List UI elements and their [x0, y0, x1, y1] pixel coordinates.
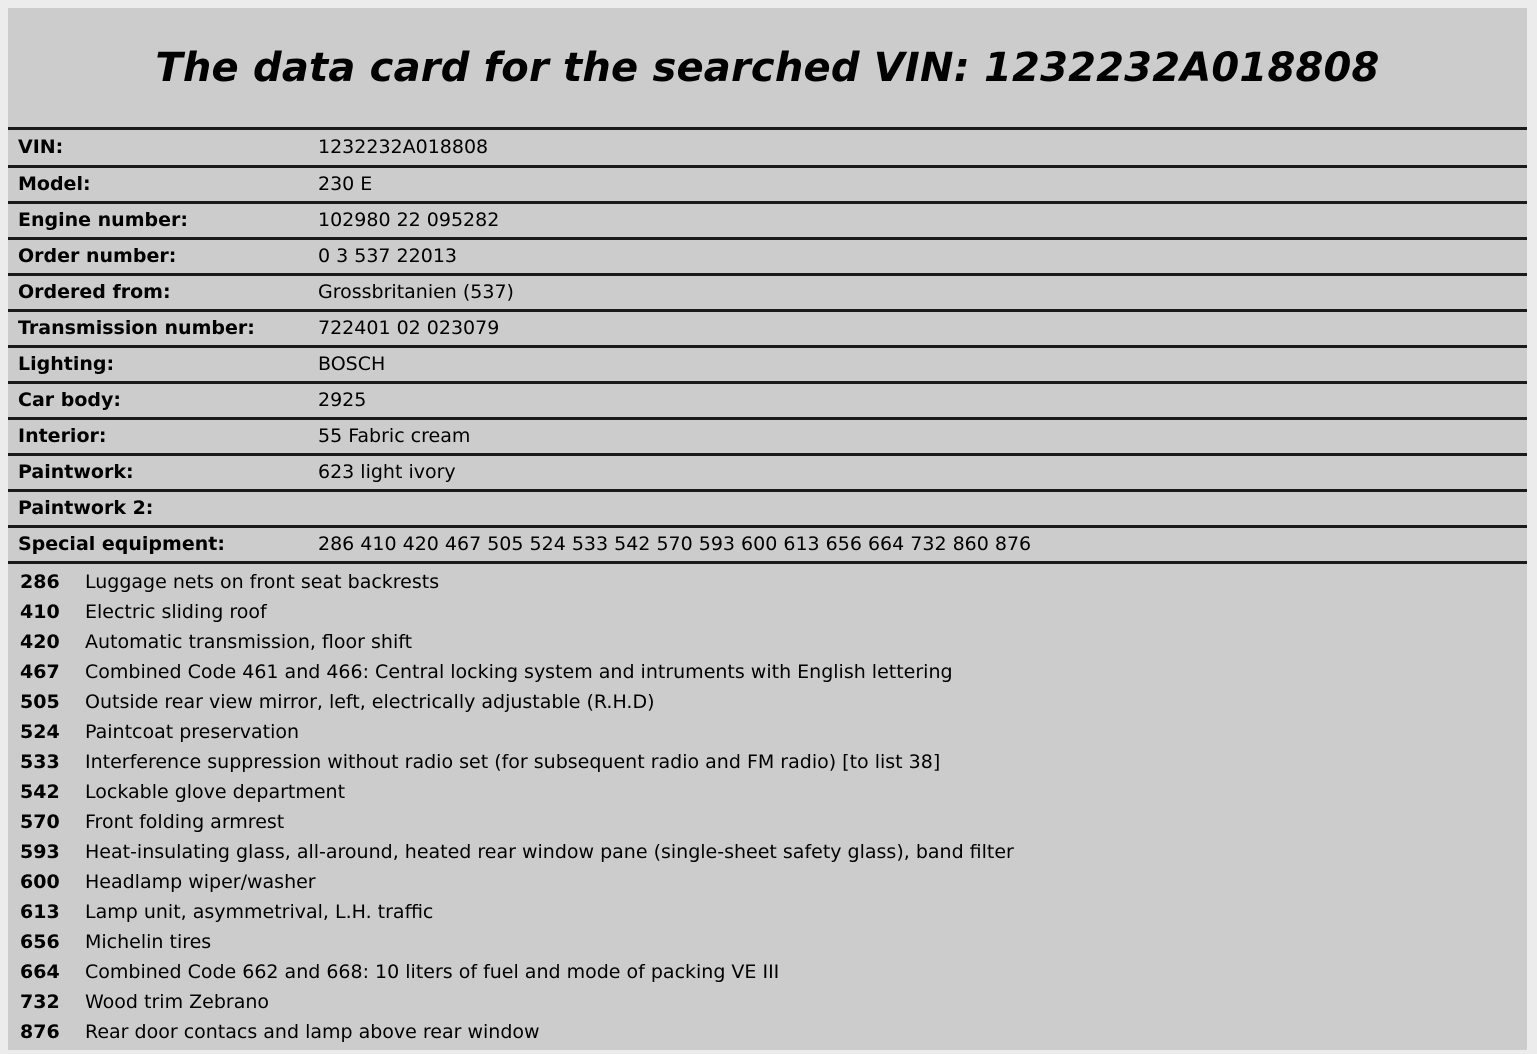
equipment-description: Outside rear view mirror, left, electric…	[85, 691, 655, 713]
vehicle-spec-table: VIN: 1232232A018808 Model: 230 E Engine …	[8, 130, 1527, 564]
table-row: Paintwork: 623 light ivory	[8, 454, 1527, 492]
table-row: Model: 230 E	[8, 166, 1527, 204]
equipment-description: Wood trim Zebrano	[85, 991, 269, 1013]
equipment-code: 732	[20, 991, 60, 1013]
equipment-description: Lamp unit, asymmetrival, L.H. traffic	[85, 901, 434, 923]
table-row: Car body: 2925	[8, 382, 1527, 420]
spec-value-car-body: 2925	[313, 382, 1527, 420]
spec-value-special-equipment: 286 410 420 467 505 524 533 542 570 593 …	[313, 526, 1527, 564]
spec-label-engine-number: Engine number:	[8, 202, 313, 240]
equipment-description: Michelin tires	[85, 931, 212, 953]
special-equipment-section: 286 Luggage nets on front seat backrests…	[8, 564, 1527, 1050]
equipment-description: Automatic transmission, floor shift	[85, 631, 413, 653]
equipment-code: 593	[20, 841, 60, 863]
equipment-code: 420	[20, 631, 60, 653]
equipment-code: 570	[20, 811, 60, 833]
table-row: Engine number: 102980 22 095282	[8, 202, 1527, 240]
equipment-code: 656	[20, 931, 60, 953]
list-item: 600 Headlamp wiper/washer	[8, 868, 1527, 898]
list-item: 542 Lockable glove department	[8, 778, 1527, 808]
list-item: 420 Automatic transmission, floor shift	[8, 628, 1527, 658]
list-item: 524 Paintcoat preservation	[8, 718, 1527, 748]
equipment-description: Lockable glove department	[85, 781, 346, 803]
equipment-code: 664	[20, 961, 60, 983]
spec-value-order-number: 0 3 537 22013	[313, 238, 1527, 276]
equipment-description: Rear door contacs and lamp above rear wi…	[85, 1021, 540, 1043]
spec-value-lighting: BOSCH	[313, 346, 1527, 384]
table-row: Transmission number: 722401 02 023079	[8, 310, 1527, 348]
spec-label-paintwork-2: Paintwork 2:	[8, 490, 313, 528]
spec-value-engine-number: 102980 22 095282	[313, 202, 1527, 240]
spec-value-paintwork-2	[313, 490, 1527, 528]
table-row: VIN: 1232232A018808	[8, 130, 1527, 168]
equipment-description: Heat-insulating glass, all-around, heate…	[85, 841, 1014, 863]
equipment-code: 286	[20, 571, 60, 593]
spec-value-vin: 1232232A018808	[313, 130, 1527, 168]
vehicle-spec-table-body: VIN: 1232232A018808 Model: 230 E Engine …	[8, 130, 1527, 564]
list-item: 664 Combined Code 662 and 668: 10 liters…	[8, 958, 1527, 988]
spec-label-ordered-from: Ordered from:	[8, 274, 313, 312]
table-row: Lighting: BOSCH	[8, 346, 1527, 384]
list-item: 876 Rear door contacs and lamp above rea…	[8, 1018, 1527, 1048]
list-item: 533 Interference suppression without rad…	[8, 748, 1527, 778]
list-item: 570 Front folding armrest	[8, 808, 1527, 838]
spec-label-interior: Interior:	[8, 418, 313, 456]
list-item: 410 Electric sliding roof	[8, 598, 1527, 628]
list-item: 613 Lamp unit, asymmetrival, L.H. traffi…	[8, 898, 1527, 928]
table-row: Interior: 55 Fabric cream	[8, 418, 1527, 456]
special-equipment-list-body: 286 Luggage nets on front seat backrests…	[8, 568, 1527, 1048]
equipment-description: Luggage nets on front seat backrests	[85, 571, 440, 593]
equipment-code: 467	[20, 661, 60, 683]
spec-label-transmission-number: Transmission number:	[8, 310, 313, 348]
spec-label-lighting: Lighting:	[8, 346, 313, 384]
spec-label-order-number: Order number:	[8, 238, 313, 276]
table-row: Order number: 0 3 537 22013	[8, 238, 1527, 276]
spec-value-ordered-from: Grossbritanien (537)	[313, 274, 1527, 312]
equipment-code: 613	[20, 901, 60, 923]
spec-value-model: 230 E	[313, 166, 1527, 204]
equipment-description: Front folding armrest	[85, 811, 285, 833]
spec-label-special-equipment: Special equipment:	[8, 526, 313, 564]
spec-value-paintwork: 623 light ivory	[313, 454, 1527, 492]
list-item: 286 Luggage nets on front seat backrests	[8, 568, 1527, 598]
special-equipment-list: 286 Luggage nets on front seat backrests…	[8, 568, 1527, 1048]
data-card-page: The data card for the searched VIN: 1232…	[8, 8, 1527, 1050]
list-item: 593 Heat-insulating glass, all-around, h…	[8, 838, 1527, 868]
list-item: 732 Wood trim Zebrano	[8, 988, 1527, 1018]
spec-label-vin: VIN:	[8, 130, 313, 168]
equipment-description: Electric sliding roof	[85, 601, 267, 623]
equipment-description: Combined Code 461 and 466: Central locki…	[85, 661, 953, 683]
table-row: Paintwork 2:	[8, 490, 1527, 528]
equipment-code: 524	[20, 721, 60, 743]
equipment-code: 505	[20, 691, 60, 713]
list-item: 656 Michelin tires	[8, 928, 1527, 958]
list-item: 467 Combined Code 461 and 466: Central l…	[8, 658, 1527, 688]
equipment-description: Combined Code 662 and 668: 10 liters of …	[85, 961, 780, 983]
table-row: Special equipment: 286 410 420 467 505 5…	[8, 526, 1527, 564]
spec-value-interior: 55 Fabric cream	[313, 418, 1527, 456]
page-title-block: The data card for the searched VIN: 1232…	[8, 8, 1527, 130]
spec-label-paintwork: Paintwork:	[8, 454, 313, 492]
page-title: The data card for the searched VIN: 1232…	[155, 44, 1380, 91]
equipment-code: 600	[20, 871, 60, 893]
spec-value-transmission-number: 722401 02 023079	[313, 310, 1527, 348]
equipment-description: Interference suppression without radio s…	[85, 751, 941, 773]
list-item: 505 Outside rear view mirror, left, elec…	[8, 688, 1527, 718]
equipment-code: 410	[20, 601, 60, 623]
table-row: Ordered from: Grossbritanien (537)	[8, 274, 1527, 312]
spec-label-model: Model:	[8, 166, 313, 204]
spec-label-car-body: Car body:	[8, 382, 313, 420]
equipment-description: Headlamp wiper/washer	[85, 871, 316, 893]
equipment-code: 533	[20, 751, 60, 773]
equipment-description: Paintcoat preservation	[85, 721, 300, 743]
equipment-code: 876	[20, 1021, 60, 1043]
equipment-code: 542	[20, 781, 60, 803]
